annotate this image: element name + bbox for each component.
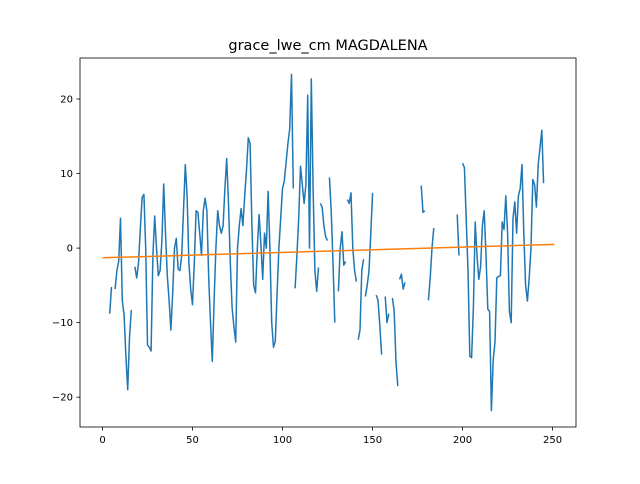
plot-area: 0 50 100 150 200 250 −20 −10 0 10 20 — [52, 57, 577, 446]
series-0-line-segment — [134, 73, 295, 363]
series-0-line-segment — [114, 217, 133, 391]
y-tick-label: 20 — [60, 95, 73, 106]
series-0-line-segment — [420, 185, 426, 214]
series-1-line-segment — [102, 243, 555, 259]
series-0-line-segment — [328, 177, 336, 323]
series-0-line-segment — [364, 192, 374, 297]
x-tick-label: 250 — [543, 435, 562, 446]
series-0-line-segment — [294, 78, 320, 293]
series-0-line-segment — [319, 203, 329, 241]
series-0-line-segment — [427, 227, 435, 301]
y-tick-label: 10 — [60, 169, 73, 180]
x-tick-label: 0 — [99, 435, 105, 446]
axes-frame — [79, 57, 577, 428]
x-tick-label: 50 — [186, 435, 199, 446]
y-tick-label: −20 — [52, 393, 73, 404]
x-tick-label: 100 — [273, 435, 292, 446]
series-0-line-segment — [384, 296, 390, 324]
y-tick-label: 0 — [67, 244, 73, 255]
series-0-line-segment — [337, 230, 347, 292]
series-0-line-segment — [398, 273, 406, 290]
series-0-line-segment — [108, 286, 113, 314]
chart-title: grace_lwe_cm MAGDALENA — [228, 38, 427, 54]
series-0-line-segment — [391, 297, 399, 387]
series-0-line-segment — [346, 192, 358, 282]
x-tick-label: 200 — [453, 435, 472, 446]
series-0-line-segment — [357, 259, 365, 340]
y-tick-label: −10 — [52, 318, 73, 329]
series-0-line-segment — [375, 294, 383, 355]
series-0-line-segment — [461, 129, 545, 412]
x-tick-label: 150 — [363, 435, 382, 446]
series-0-line-segment — [456, 214, 460, 256]
